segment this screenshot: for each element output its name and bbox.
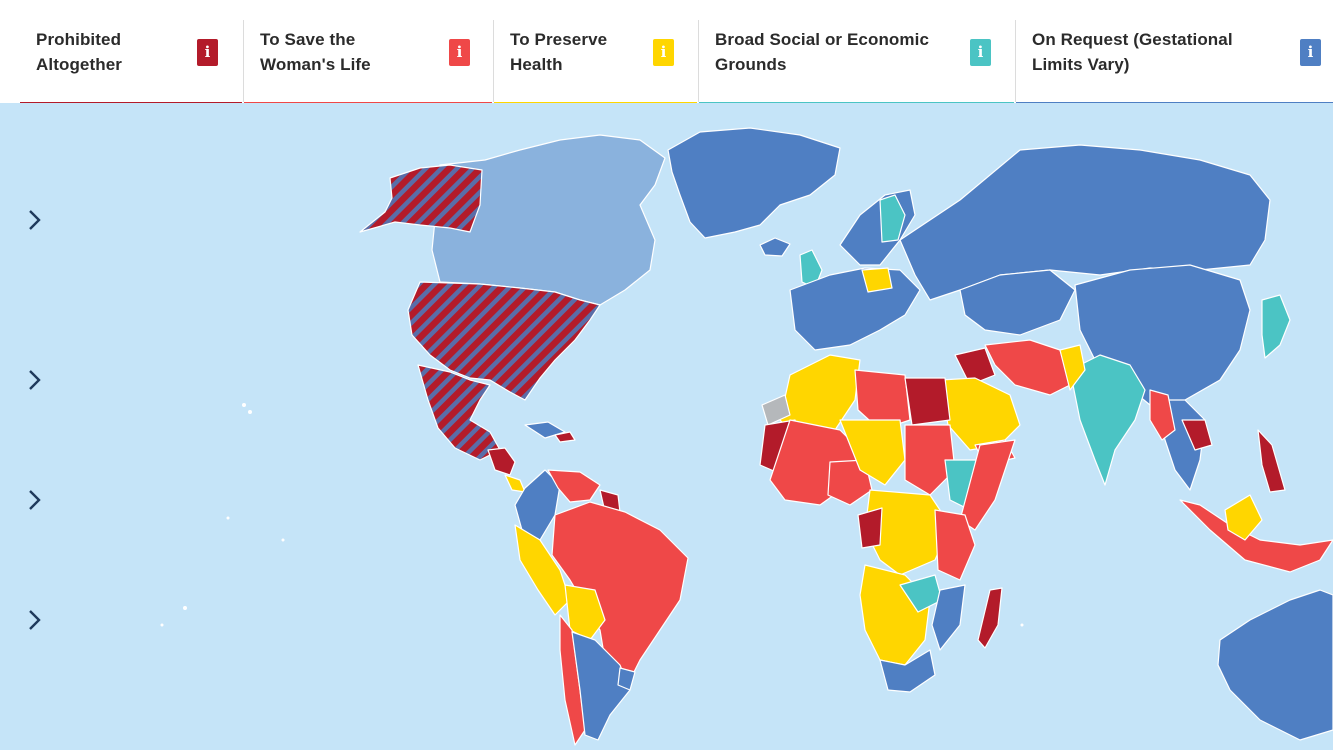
region-laos[interactable] [1181, 419, 1213, 451]
region-egypt[interactable] [904, 377, 951, 426]
region-arabia[interactable] [939, 377, 1021, 451]
region-japan[interactable] [1261, 294, 1291, 359]
region-sahel[interactable] [839, 419, 906, 486]
legend-label-save-life: To Save the Woman's Life [260, 30, 371, 74]
region-mozambique[interactable] [931, 584, 966, 651]
region-colombia[interactable] [514, 469, 561, 541]
world-map[interactable] [0, 103, 1333, 750]
region-bolivia[interactable] [564, 584, 606, 641]
region-peru[interactable] [514, 524, 571, 616]
legend-bar: Prohibited Altogether i To Save the Woma… [0, 0, 1333, 107]
region-philippines[interactable] [1257, 429, 1286, 493]
region-scandinavia[interactable] [839, 189, 916, 266]
region-caribbean[interactable] [524, 421, 566, 439]
info-icon[interactable]: i [197, 39, 218, 66]
region-usa[interactable] [407, 281, 601, 401]
region-australia[interactable] [1217, 589, 1333, 741]
region-mexico[interactable] [417, 364, 501, 461]
legend-label-preserve-health: To Preserve Health [510, 30, 608, 74]
region-iraq[interactable] [954, 347, 996, 386]
region-myanmar[interactable] [1149, 389, 1176, 441]
legend-label-socioeconomic: Broad Social or Economic Grounds [715, 30, 930, 74]
region-central-america[interactable] [487, 447, 516, 476]
legend-tab-on-request[interactable]: On Request (Gestational Limits Vary) i [1015, 20, 1333, 107]
region-greenland[interactable] [667, 127, 841, 239]
legend-tab-prohibited[interactable]: Prohibited Altogether i [20, 20, 242, 107]
chevron-right-icon[interactable] [22, 605, 46, 635]
region-iceland[interactable] [759, 237, 791, 257]
region-argentina[interactable] [571, 631, 631, 741]
islands [160, 403, 1024, 627]
chevron-right-icon[interactable] [22, 485, 46, 515]
info-icon[interactable]: i [653, 39, 674, 66]
region-iran[interactable] [984, 339, 1071, 396]
chevron-right-icon[interactable] [22, 365, 46, 395]
region-sudan[interactable] [904, 424, 956, 496]
region-finland[interactable] [879, 194, 906, 243]
region-central-america-south[interactable] [504, 474, 526, 493]
region-alaska[interactable] [359, 164, 483, 233]
region-poland[interactable] [861, 267, 893, 293]
region-venezuela[interactable] [547, 469, 601, 503]
region-uruguay[interactable] [617, 667, 636, 691]
info-icon[interactable]: i [449, 39, 470, 66]
region-madagascar[interactable] [977, 587, 1003, 649]
region-caribbean-2[interactable] [554, 431, 576, 443]
info-icon[interactable]: i [970, 39, 991, 66]
world-map-svg [160, 127, 1333, 746]
region-south-africa[interactable] [879, 649, 936, 693]
region-somalia[interactable] [959, 439, 1016, 531]
legend-label-prohibited: Prohibited Altogether [36, 30, 122, 74]
legend-tab-socioeconomic[interactable]: Broad Social or Economic Grounds i [698, 20, 1014, 107]
region-indonesia[interactable] [1179, 499, 1333, 573]
region-east-africa[interactable] [934, 509, 976, 581]
region-congo-b31b2a[interactable] [857, 507, 883, 549]
region-pakistan[interactable] [1059, 344, 1086, 391]
chevron-right-icon[interactable] [22, 205, 46, 235]
legend-tab-preserve-health[interactable]: To Preserve Health i [493, 20, 697, 107]
region-central-asia[interactable] [959, 269, 1076, 336]
region-western-sahara[interactable] [761, 394, 791, 426]
region-india[interactable] [1069, 354, 1146, 486]
region-borneo[interactable] [1224, 494, 1263, 541]
legend-tab-save-life[interactable]: To Save the Woman's Life i [243, 20, 492, 107]
info-icon[interactable]: i [1300, 39, 1321, 66]
legend-label-on-request: On Request (Gestational Limits Vary) [1032, 30, 1233, 74]
